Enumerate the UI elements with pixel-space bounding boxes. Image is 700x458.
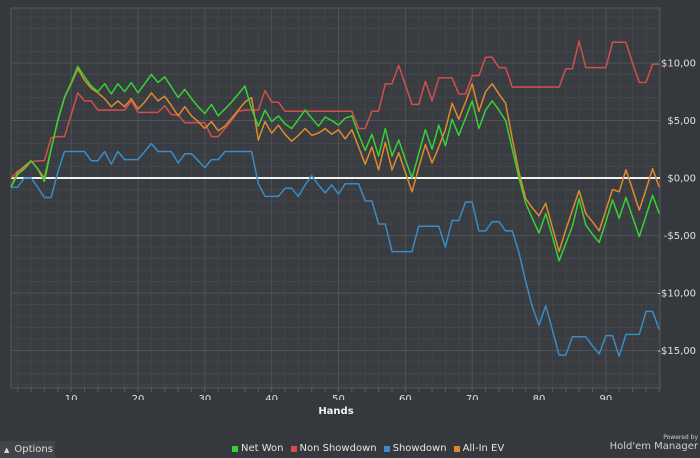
y-tick-label: -$5,00 <box>664 231 696 242</box>
plot-border <box>10 7 661 389</box>
series-lines <box>10 40 661 358</box>
x-tick-label: 10 <box>65 394 78 400</box>
y-tick-label: $5,00 <box>667 116 696 127</box>
powered-by-text: Powered by <box>663 434 698 441</box>
legend-item-showdown[interactable]: Showdown <box>383 443 447 454</box>
x-tick-label: 70 <box>466 394 479 400</box>
legend-item-all-in-ev[interactable]: All-In EV <box>453 443 505 454</box>
options-label: Options <box>14 444 53 455</box>
x-axis: 10 20 30 40 50 60 70 80 90 <box>65 394 612 400</box>
series-line-all-in-ev <box>10 67 661 253</box>
legend-label: Non Showdown <box>299 443 377 454</box>
series-line-net-won <box>10 65 661 262</box>
legend-swatch <box>290 445 297 452</box>
y-axis: $10,00 $5,00 $0,00 -$5,00 -$10,00 -$15,00 <box>657 58 696 357</box>
legend-swatch <box>453 445 460 452</box>
x-tick-label: 30 <box>198 394 211 400</box>
legend-item-non-showdown[interactable]: Non Showdown <box>290 443 377 454</box>
legend: Net Won Non Showdown Showdown All-In EV <box>232 443 504 454</box>
y-tick-label: $10,00 <box>661 58 696 69</box>
options-button[interactable]: ▲ Options <box>0 441 55 458</box>
x-tick-label: 50 <box>332 394 345 400</box>
y-tick-label: -$15,00 <box>657 346 696 357</box>
legend-swatch <box>383 445 390 452</box>
x-tick-label: 80 <box>533 394 546 400</box>
legend-item-net-won[interactable]: Net Won <box>232 443 284 454</box>
plot-area <box>11 8 660 388</box>
y-tick-label: $0,00 <box>667 173 696 184</box>
x-tick-label: 40 <box>265 394 278 400</box>
line-chart: $10,00 $5,00 $0,00 -$5,00 -$10,00 -$15,00 10 2… <box>10 7 696 400</box>
legend-label: Showdown <box>392 443 447 454</box>
series-line-non-showdown <box>10 40 660 179</box>
legend-label: All-In EV <box>462 443 505 454</box>
x-tick-label: 90 <box>599 394 612 400</box>
legend-label: Net Won <box>241 443 284 454</box>
brand-name: Hold'em Manager <box>609 441 698 452</box>
y-tick-label: -$10,00 <box>657 289 696 300</box>
x-tick-label: 20 <box>132 394 145 400</box>
series-line-showdown <box>11 142 661 358</box>
x-axis-label: Hands <box>318 406 354 417</box>
chevron-up-icon: ▲ <box>4 445 10 454</box>
legend-swatch <box>232 445 238 452</box>
powered-by-logo: Powered by Hold'em Manager <box>610 434 698 452</box>
x-tick-label: 60 <box>399 394 412 400</box>
